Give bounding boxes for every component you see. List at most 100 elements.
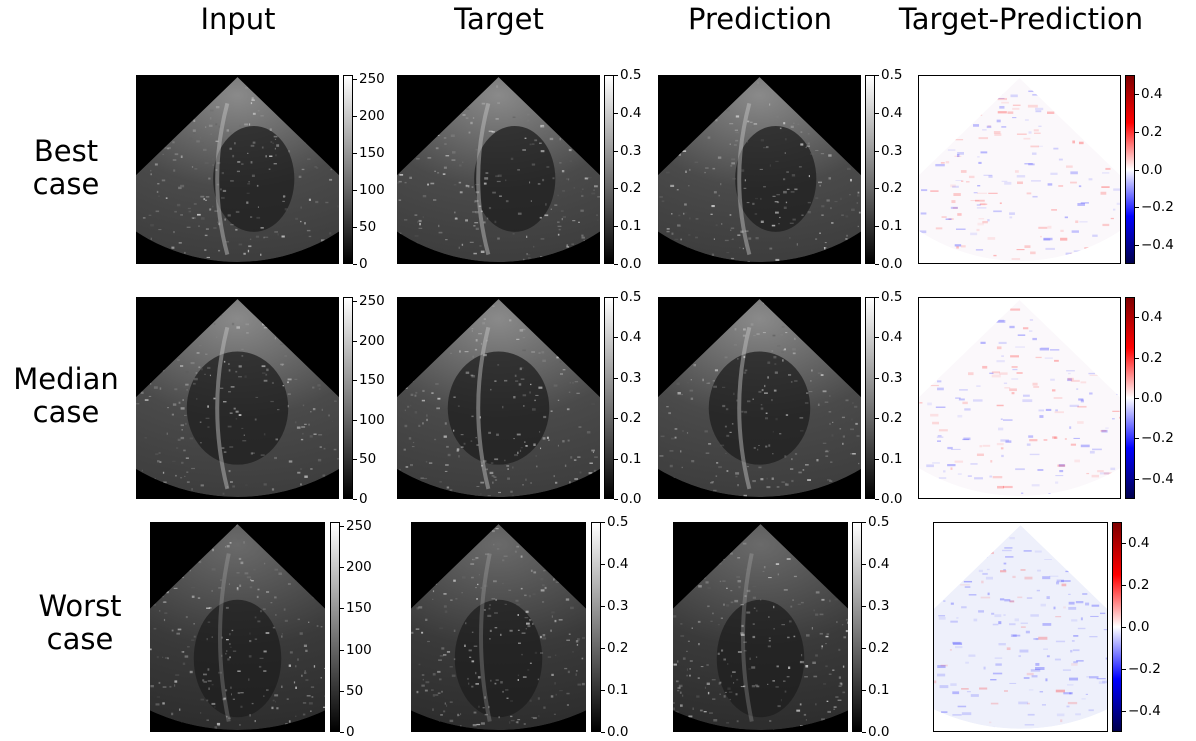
worst-case-prediction-colorbar-tick [862, 732, 866, 733]
best-case-prediction-colorbar-tick-label: 0.1 [881, 218, 903, 234]
worst-case-target-colorbar-tick [601, 522, 605, 523]
worst-case-target-colorbar-tick-label: 0.2 [607, 640, 629, 656]
best-case-prediction-image [658, 75, 861, 264]
best-case-prediction-colorbar-tick [875, 151, 879, 152]
worst-case-target-colorbar-tick [601, 606, 605, 607]
row-title-worst: Worst case [38, 590, 121, 656]
worst-case-input-colorbar-tick-label: 200 [346, 559, 372, 575]
worst-case-prediction-colorbar-tick [862, 690, 866, 691]
best-case-prediction-colorbar-tick [875, 226, 879, 227]
median-case-prediction-colorbar-tick [875, 337, 879, 338]
median-case-target-colorbar-tick [614, 459, 618, 460]
worst-case-target-colorbar-tick [601, 732, 605, 733]
median-case-diff-colorbar-tick [1135, 398, 1139, 399]
worst-case-input-colorbar-tick-label: 150 [346, 600, 372, 616]
worst-case-diff-colorbar-tick [1122, 669, 1126, 670]
median-case-prediction-colorbar-tick-label: 0.5 [881, 289, 903, 305]
median-case-diff-colorbar-tick [1135, 479, 1139, 480]
best-case-input-colorbar-tick [353, 153, 357, 154]
median-case-target-colorbar-tick-label: 0.1 [620, 451, 642, 467]
median-case-diff-colorbar [1125, 297, 1135, 499]
worst-case-input-colorbar-tick-label: 250 [346, 518, 372, 534]
median-case-target-colorbar-tick [614, 499, 618, 500]
median-case-target-colorbar-tick [614, 378, 618, 379]
best-case-prediction-colorbar-tick [875, 188, 879, 189]
median-case-prediction-image [658, 297, 861, 499]
worst-case-input-colorbar-tick [340, 567, 344, 568]
best-case-prediction-colorbar-tick-label: 0.2 [881, 180, 903, 196]
best-case-diff-colorbar-tick [1135, 207, 1139, 208]
median-case-input-colorbar-tick-label: 50 [359, 451, 377, 467]
worst-case-input-colorbar-tick [340, 691, 344, 692]
worst-case-target-colorbar-tick-label: 0.4 [607, 556, 629, 572]
worst-case-prediction-image [673, 522, 848, 732]
worst-case-target-colorbar-tick-label: 0.0 [607, 724, 629, 740]
worst-case-diff-colorbar [1112, 522, 1122, 732]
median-case-input-colorbar-tick [353, 420, 357, 421]
best-case-diff-colorbar-tick-label: 0.4 [1141, 86, 1163, 102]
row-title-worst-line2: case [46, 622, 114, 656]
column-title-prediction: Prediction [687, 2, 833, 36]
row-title-best-line1: Best [33, 134, 99, 168]
median-case-input-colorbar-tick [353, 499, 357, 500]
worst-case-diff-colorbar-tick-label: 0.0 [1128, 619, 1150, 635]
best-case-input-colorbar-tick-label: 50 [359, 219, 377, 235]
worst-case-input-colorbar-tick-label: 100 [346, 642, 372, 658]
median-case-target-colorbar [604, 297, 614, 499]
worst-case-input-colorbar-tick [340, 650, 344, 651]
worst-case-input-colorbar-tick [340, 732, 344, 733]
best-case-diff-colorbar-tick-label: 0.0 [1141, 162, 1163, 178]
median-case-diff-image [918, 297, 1121, 499]
best-case-target-colorbar-tick-label: 0.5 [620, 67, 642, 83]
median-case-target-colorbar-tick-label: 0.3 [620, 370, 642, 386]
best-case-diff-colorbar-tick-label: 0.2 [1141, 124, 1163, 140]
best-case-input-colorbar-tick [353, 79, 357, 80]
median-case-diff-colorbar-tick-label: 0.2 [1141, 350, 1163, 366]
worst-case-prediction-colorbar-tick [862, 648, 866, 649]
best-case-input-colorbar-tick [353, 116, 357, 117]
best-case-input-image [136, 75, 339, 264]
worst-case-diff-colorbar-tick-label: −0.2 [1128, 661, 1161, 677]
worst-case-prediction-colorbar-tick-label: 0.1 [868, 682, 890, 698]
worst-case-prediction-colorbar-tick-label: 0.2 [868, 640, 890, 656]
median-case-target-colorbar-tick-label: 0.4 [620, 329, 642, 345]
column-title-input: Input [200, 2, 276, 36]
best-case-target-colorbar-tick-label: 0.4 [620, 105, 642, 121]
worst-case-prediction-colorbar-tick [862, 564, 866, 565]
best-case-prediction-colorbar-tick-label: 0.5 [881, 67, 903, 83]
median-case-input-colorbar-tick-label: 250 [359, 293, 385, 309]
median-case-diff-colorbar-tick [1135, 358, 1139, 359]
best-case-target-colorbar-tick-label: 0.0 [620, 256, 642, 272]
median-case-diff-colorbar-tick-label: 0.0 [1141, 390, 1163, 406]
best-case-diff-colorbar-tick-label: −0.2 [1141, 199, 1174, 215]
worst-case-target-colorbar-tick-label: 0.1 [607, 682, 629, 698]
median-case-input-colorbar [343, 297, 353, 499]
best-case-prediction-colorbar-tick-label: 0.0 [881, 256, 903, 272]
best-case-input-colorbar-tick [353, 190, 357, 191]
median-case-input-colorbar-tick-label: 150 [359, 372, 385, 388]
median-case-diff-colorbar-tick [1135, 317, 1139, 318]
median-case-target-colorbar-tick-label: 0.5 [620, 289, 642, 305]
best-case-prediction-colorbar-tick [875, 264, 879, 265]
median-case-input-colorbar-tick [353, 459, 357, 460]
median-case-diff-colorbar-tick-label: −0.4 [1141, 471, 1174, 487]
best-case-target-colorbar-tick [614, 188, 618, 189]
worst-case-diff-colorbar-tick [1122, 627, 1126, 628]
row-title-best-line2: case [32, 167, 100, 201]
worst-case-diff-colorbar-tick-label: −0.4 [1128, 703, 1161, 719]
worst-case-prediction-colorbar-tick [862, 522, 866, 523]
best-case-diff-colorbar-tick [1135, 94, 1139, 95]
worst-case-target-colorbar [591, 522, 601, 732]
median-case-prediction-colorbar-tick [875, 297, 879, 298]
worst-case-input-colorbar-tick [340, 526, 344, 527]
median-case-input-colorbar-tick [353, 341, 357, 342]
worst-case-target-colorbar-tick [601, 564, 605, 565]
median-case-input-colorbar-tick [353, 380, 357, 381]
median-case-prediction-colorbar-tick [875, 378, 879, 379]
best-case-input-colorbar-tick-label: 250 [359, 71, 385, 87]
median-case-prediction-colorbar-tick [875, 459, 879, 460]
median-case-prediction-colorbar-tick [875, 499, 879, 500]
median-case-input-colorbar-tick-label: 0 [359, 491, 368, 507]
worst-case-input-image [150, 522, 325, 732]
column-title-target-prediction: Target-Prediction [898, 2, 1144, 36]
